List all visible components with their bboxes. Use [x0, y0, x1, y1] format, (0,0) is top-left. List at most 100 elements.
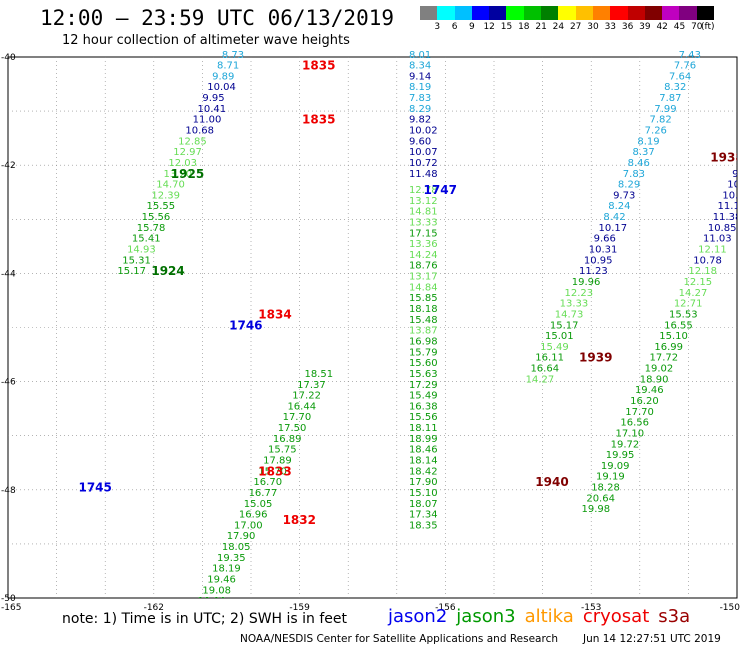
legend-swatch — [489, 6, 507, 20]
wave-height-value: 16.38 — [409, 401, 438, 412]
wave-height-value: 11.00 — [193, 115, 222, 126]
legend-swatch — [523, 6, 542, 20]
wave-height-value: 15.10 — [409, 488, 438, 499]
wave-height-value: 16.11 — [535, 353, 564, 364]
wave-height-value: 16.96 — [239, 510, 268, 521]
wave-height-value: 15.31 — [122, 255, 151, 266]
wave-height-value: 15.41 — [132, 234, 161, 245]
legend-tick-label: 15 — [500, 22, 513, 32]
wave-height-value: 10.07 — [409, 147, 438, 158]
wave-height-value: 16.77 — [249, 488, 278, 499]
lon-tick-label: -156 — [435, 603, 456, 613]
wave-height-value: 8.46 — [628, 158, 650, 169]
wave-height-value: 17.22 — [292, 391, 321, 402]
wave-height-value: 19.96 — [572, 277, 601, 288]
wave-height-value: 13.17 — [409, 272, 438, 283]
wave-height-value: 12.03 — [168, 158, 197, 169]
wave-height-value: 13.33 — [409, 217, 438, 228]
wave-height-value: 17.72 — [650, 353, 679, 364]
wave-height-value: 18.90 — [198, 596, 227, 607]
lon-tick-label: -150 — [720, 603, 740, 613]
wave-height-value: 17.90 — [227, 531, 256, 542]
legend-tick-label: 30 — [587, 22, 599, 32]
legend-swatch — [627, 6, 645, 20]
lon-tick-label: -153 — [581, 603, 601, 613]
wave-height-value: 12.39 — [151, 190, 180, 201]
wave-height-value: 16.20 — [630, 396, 659, 407]
wave-height-value: 8.34 — [409, 61, 431, 72]
wave-height-value: 9.73 — [613, 190, 635, 201]
wave-height-value: 14.81 — [409, 207, 438, 218]
wave-height-value: 18.07 — [409, 499, 438, 510]
pass-time-label: 1744 — [25, 621, 58, 635]
wave-height-value: 14.84 — [409, 282, 438, 293]
legend-swatch — [420, 6, 438, 20]
wave-height-value: 12.85 — [178, 136, 207, 147]
wave-height-value: 15.53 — [669, 309, 698, 320]
wave-height-value: 15.17 — [117, 266, 146, 277]
wave-height-value: 18.11 — [409, 423, 438, 434]
wave-height-value: 17.70 — [625, 407, 654, 418]
wave-height-value: 8.42 — [603, 212, 625, 223]
wave-height-value: 18.90 — [640, 374, 669, 385]
wave-height-value: 15.60 — [409, 358, 438, 369]
wave-height-value: 15.01 — [545, 331, 574, 342]
pass-time-label: 1835 — [302, 113, 335, 127]
legend-swatch — [696, 6, 715, 20]
wave-height-value: 19.08 — [202, 585, 231, 596]
wave-height-value: 8.37 — [633, 147, 655, 158]
wave-height-value: 8.24 — [608, 201, 630, 212]
wave-height-value: 7.26 — [645, 125, 667, 136]
wave-height-value: 15.70 — [258, 466, 287, 477]
legend-tick-label: 18 — [518, 22, 530, 32]
wave-height-value: 19.19 — [596, 472, 625, 483]
wave-height-value: 7.87 — [659, 93, 681, 104]
legend-swatch — [454, 6, 472, 20]
lat-tick-label: -50 — [1, 594, 16, 604]
legend-tick-label: 27 — [569, 22, 582, 32]
pass-time-label: 1747 — [424, 183, 457, 197]
legend-tick-label: 42 — [656, 22, 668, 32]
lon-tick-label: -159 — [289, 603, 310, 613]
wave-height-value: 17.90 — [409, 477, 438, 488]
wave-height-value: 9.89 — [212, 71, 234, 82]
pass-time-label: 1925 — [171, 167, 204, 181]
page-title: 12:00 — 23:59 UTC 06/13/2019 — [40, 6, 395, 30]
wave-height-value: 13.12 — [409, 196, 438, 207]
wave-height-value: 18.05 — [222, 542, 251, 553]
wave-height-value: 11.03 — [703, 234, 732, 245]
wave-height-value: 18.14 — [409, 456, 438, 467]
wave-height-value: 15.56 — [142, 212, 171, 223]
wave-height-value: 10.72 — [727, 180, 740, 191]
legend-swatch — [610, 6, 628, 20]
wave-height-value: 15.56 — [409, 412, 438, 423]
wave-height-value: 19.02 — [645, 364, 674, 375]
pass-time-label: 1939 — [579, 351, 612, 365]
wave-height-value: 15.78 — [137, 223, 166, 234]
wave-height-value: 8.73 — [222, 50, 244, 61]
wave-height-value: 8.29 — [618, 180, 640, 191]
pass-time-label: 1832 — [283, 513, 316, 527]
wave-height-value: 16.89 — [273, 434, 302, 445]
wave-height-value: 13.20 — [164, 169, 193, 180]
color-scale-legend — [420, 6, 715, 20]
legend-tick-label: 36 — [621, 22, 634, 32]
legend-swatch — [541, 6, 559, 20]
wave-height-value: 19.95 — [606, 450, 635, 461]
wave-height-value: 10.02 — [409, 125, 438, 136]
wave-height-value: 17.37 — [297, 380, 326, 391]
legend-tick-label: 39 — [639, 22, 651, 32]
wave-height-value: 14.27 — [526, 374, 555, 385]
wave-height-value: 17.15 — [409, 228, 438, 239]
generation-timestamp: Jun 14 12:27:51 UTC 2019 — [583, 633, 721, 645]
satellite-legend-jason3: jason3 — [456, 606, 516, 627]
lat-tick-label: -42 — [1, 161, 16, 171]
footer-note: note: 1) Time is in UTC; 2) SWH is in fe… — [62, 611, 348, 627]
page-subtitle: 12 hour collection of altimeter wave hei… — [62, 33, 350, 48]
legend-swatch — [662, 6, 680, 20]
legend-tick-label: 45 — [673, 22, 686, 32]
wave-height-value: 12.78 — [409, 185, 438, 196]
wave-height-value: 17.89 — [263, 456, 292, 467]
wave-height-value: 17.50 — [278, 423, 307, 434]
wave-height-value: 18.46 — [409, 445, 438, 456]
